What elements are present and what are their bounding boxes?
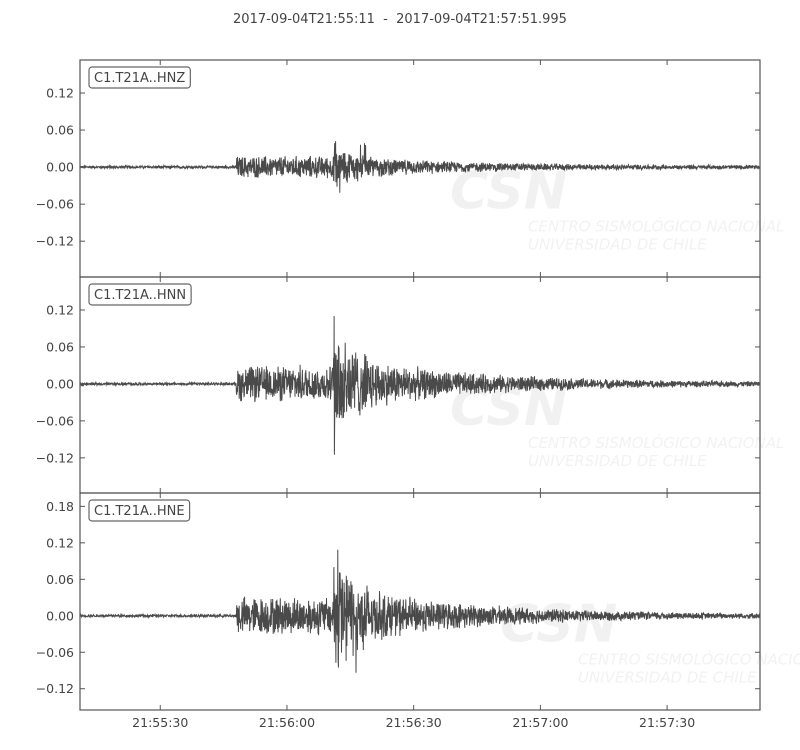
y-tick: 0.06	[46, 339, 760, 354]
y-tick: −0.12	[36, 450, 760, 465]
waveform-C1.T21A..HNN	[79, 316, 761, 455]
y-tick-label: −0.12	[36, 234, 74, 249]
svg-text:CSN: CSN	[450, 162, 567, 222]
y-tick: 0.00	[46, 160, 760, 175]
svg-text:CENTRO SISMOLÓGICO NACIONAL: CENTRO SISMOLÓGICO NACIONAL	[528, 217, 784, 236]
y-tick: −0.12	[36, 234, 760, 249]
y-tick-label: 0.00	[46, 608, 74, 623]
y-tick-label: 0.00	[46, 160, 74, 175]
y-tick: 0.06	[46, 123, 760, 138]
x-tick-label: 21:56:30	[386, 715, 442, 730]
y-tick-label: −0.06	[36, 645, 74, 660]
y-tick-label: 0.18	[46, 499, 74, 514]
svg-text:UNIVERSIDAD DE CHILE: UNIVERSIDAD DE CHILE	[528, 236, 707, 254]
svg-text:CSN: CSN	[500, 595, 617, 655]
y-tick: −0.06	[36, 645, 760, 660]
svg-text:C1.T21A..HNE: C1.T21A..HNE	[94, 504, 185, 519]
x-tick-label: 21:57:00	[512, 715, 568, 730]
y-tick-label: 0.12	[46, 86, 74, 101]
y-tick: −0.06	[36, 413, 760, 428]
y-tick-label: −0.06	[36, 197, 74, 212]
chart-title: 2017-09-04T21:55:11 - 2017-09-04T21:57:5…	[233, 12, 567, 27]
y-tick: −0.12	[36, 681, 760, 696]
y-tick-label: 0.06	[46, 339, 74, 354]
svg-text:C1.T21A..HNN: C1.T21A..HNN	[94, 288, 186, 303]
y-tick-label: −0.06	[36, 413, 74, 428]
y-tick: −0.06	[36, 197, 760, 212]
trace-label: C1.T21A..HNE	[88, 499, 191, 522]
svg-text:C1.T21A..HNZ: C1.T21A..HNZ	[94, 71, 185, 86]
y-tick-label: 0.12	[46, 535, 74, 550]
y-tick: 0.12	[46, 535, 760, 550]
svg-text:UNIVERSIDAD DE CHILE: UNIVERSIDAD DE CHILE	[578, 669, 757, 687]
y-tick-label: 0.06	[46, 123, 74, 138]
y-tick: 0.18	[46, 499, 760, 514]
y-tick-label: −0.12	[36, 450, 74, 465]
svg-text:CENTRO SISMOLÓGICO NACIONAL: CENTRO SISMOLÓGICO NACIONAL	[528, 433, 784, 452]
y-tick: 0.06	[46, 572, 760, 587]
x-tick-label: 21:55:30	[132, 715, 188, 730]
axes-frame	[79, 492, 761, 711]
trace-label: C1.T21A..HNZ	[88, 66, 191, 89]
x-tick-label: 21:56:00	[259, 715, 315, 730]
y-tick: 0.12	[46, 86, 760, 101]
x-tick-label: 21:57:30	[639, 715, 695, 730]
y-tick-label: 0.00	[46, 376, 74, 391]
trace-label: C1.T21A..HNN	[88, 283, 192, 306]
y-tick-label: 0.12	[46, 302, 74, 317]
waveform-C1.T21A..HNZ	[79, 141, 761, 193]
svg-text:UNIVERSIDAD DE CHILE: UNIVERSIDAD DE CHILE	[528, 452, 707, 470]
y-tick: 0.00	[46, 376, 760, 391]
svg-text:CENTRO SISMOLÓGICO NACIONAL: CENTRO SISMOLÓGICO NACIONAL	[578, 650, 800, 669]
waveform-C1.T21A..HNE	[79, 549, 761, 673]
y-tick-label: −0.12	[36, 681, 74, 696]
y-tick-label: 0.06	[46, 572, 74, 587]
y-tick: 0.12	[46, 302, 760, 317]
y-tick: 0.00	[46, 608, 760, 623]
